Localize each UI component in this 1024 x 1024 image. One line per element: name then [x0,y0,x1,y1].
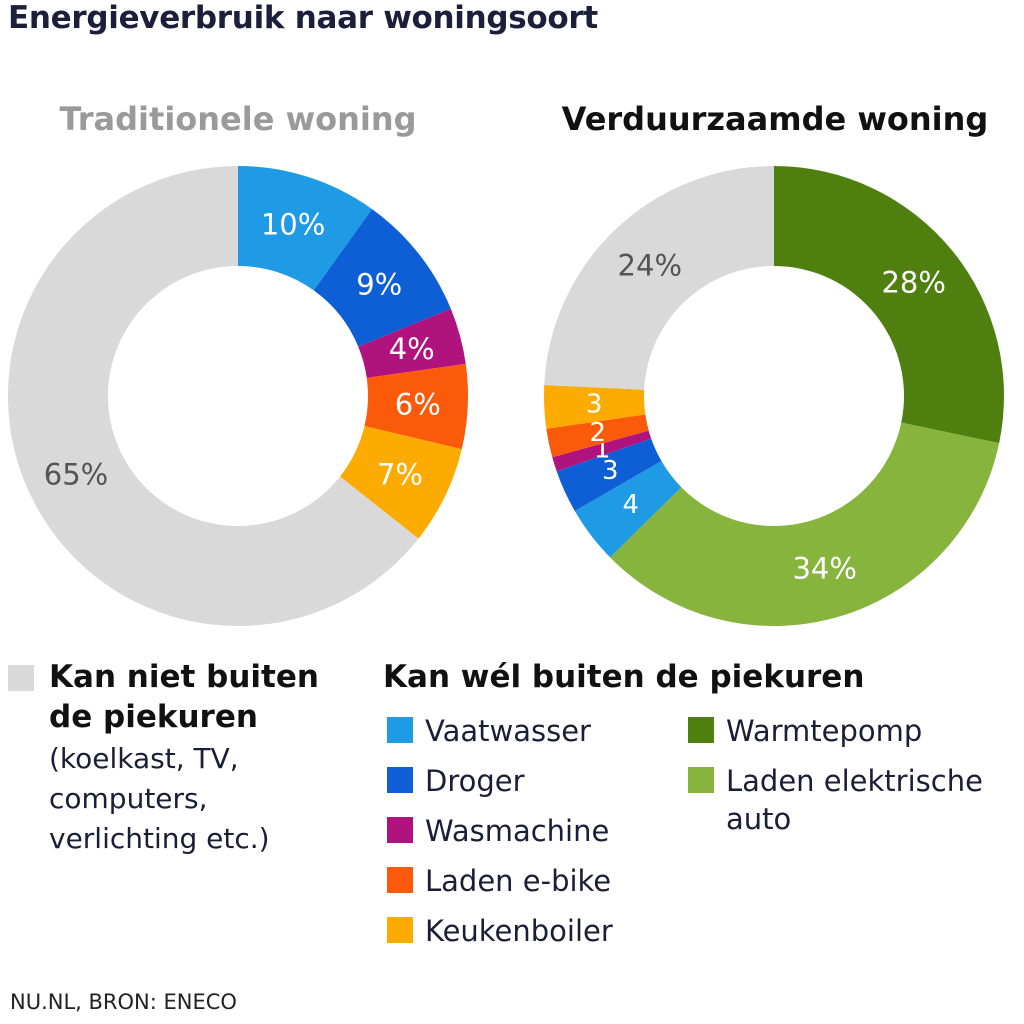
donut-label-1-6: 3 [586,390,603,420]
donut-slice-1-0 [774,166,1004,444]
donut-slice-0-5 [7,166,419,626]
donut-slice-1-5 [546,414,649,458]
donut-label-1-7: 24% [618,249,682,283]
page-title: Energieverbruik naar woningsoort [8,0,598,36]
donut-label-0-5: 65% [44,457,108,491]
donut-slice-0-2 [358,308,466,378]
donut-label-0-2: 4% [389,332,435,366]
chart-title-traditional: Traditionele woning [59,100,417,138]
legend-item-auto-line1: Laden elektrische [726,764,983,798]
legend-item-vaatwasser: Vaatwasser [425,714,591,748]
donut-label-1-5: 2 [590,418,607,448]
legend-item-wasmachine: Wasmachine [425,814,610,848]
legend-item-auto-line2: auto [726,802,792,836]
legend-desc-line3: verlichting etc.) [49,822,270,855]
donut-slice-0-1 [313,209,451,347]
donut-label-0-3: 6% [395,387,441,421]
legend-swatch-keukenboiler [387,917,413,943]
legend-swatch-vaatwasser [387,717,413,743]
donut-label-1-3: 3 [602,456,619,486]
legend-item-warmtepomp: Warmtepomp [726,714,923,748]
legend-swatch-auto [688,767,714,793]
legend-swatch-wasmachine [387,817,413,843]
donut-label-0-0: 10% [261,208,325,242]
donut-label-1-0: 28% [881,266,945,300]
donut-label-1-1: 34% [792,552,856,586]
donut-slice-1-4 [552,430,652,472]
legend-swatch-droger [387,767,413,793]
donut-slice-1-6 [544,385,646,429]
legend-swatch-gray [8,665,34,691]
donut-label-0-4: 7% [377,457,423,491]
donut-slice-1-7 [544,166,774,390]
legend-heading-offpeak: Kan wél buiten de piekuren [383,659,865,695]
legend-item-droger: Droger [425,764,525,798]
donut-label-0-1: 9% [356,267,402,301]
legend-item-ebike: Laden e-bike [425,864,612,898]
chart-title-sustainable: Verduurzaamde woning [561,100,989,138]
donut-slice-0-4 [339,426,462,539]
legend-heading-peak-line1: Kan niet buiten [49,659,319,695]
donut-slice-1-1 [610,422,1000,626]
legend-heading-peak-line2: de piekuren [49,699,258,735]
donut-slice-1-2 [574,461,682,558]
donut-slice-0-0 [238,166,373,291]
donut-slice-1-3 [556,438,662,511]
donut-slice-0-3 [364,363,468,450]
legend-desc-line2: computers, [49,782,208,815]
legend-swatch-ebike [387,867,413,893]
source-credit: NU.NL, BRON: ENECO [10,990,237,1014]
legend-item-keukenboiler: Keukenboiler [425,914,613,948]
legend-swatch-warmtepomp [688,717,714,743]
legend-desc-line1: (koelkast, TV, [49,742,239,775]
donut-label-1-2: 4 [622,490,639,520]
